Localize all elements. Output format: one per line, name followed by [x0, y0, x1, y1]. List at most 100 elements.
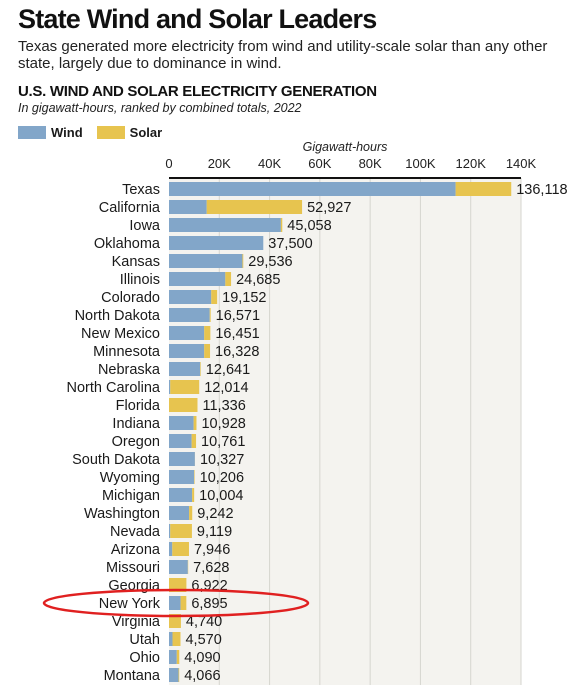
total-value-label: 16,328	[215, 344, 259, 360]
bar-solar	[194, 470, 195, 484]
bar-solar	[180, 596, 187, 610]
category-label: Utah	[129, 632, 160, 648]
total-value-label: 12,014	[204, 380, 248, 396]
bar-solar	[209, 308, 211, 322]
bar-solar	[204, 344, 211, 358]
x-tick-label: 0	[165, 156, 172, 171]
bar-wind	[169, 434, 192, 448]
total-value-label: 136,118	[516, 182, 567, 198]
bar-wind	[169, 650, 177, 664]
bar-wind	[169, 236, 264, 250]
category-label: Oregon	[112, 434, 160, 450]
category-label: Washington	[84, 506, 160, 522]
total-value-label: 45,058	[287, 218, 331, 234]
total-value-label: 12,641	[206, 362, 250, 378]
category-label: Colorado	[101, 290, 160, 306]
category-label: Ohio	[129, 650, 160, 666]
bar-solar	[225, 272, 232, 286]
bar-solar	[192, 488, 195, 502]
total-value-label: 4,090	[184, 650, 220, 666]
bar-wind	[169, 182, 456, 196]
bar-wind	[169, 380, 171, 394]
x-axis-label: Gigawatt-hours	[303, 140, 388, 154]
total-value-label: 9,119	[197, 524, 232, 540]
dek: Texas generated more electricity from wi…	[18, 38, 548, 72]
bar-wind	[169, 668, 179, 682]
category-label: North Dakota	[75, 308, 161, 324]
bar-solar	[206, 200, 303, 214]
bar-solar	[242, 254, 244, 268]
bar-solar	[169, 398, 198, 412]
bar-solar	[211, 290, 218, 304]
x-tick-label: 140K	[506, 156, 537, 171]
total-value-label: 7,628	[193, 560, 229, 576]
category-label: Nevada	[110, 524, 161, 540]
legend-swatch-solar	[96, 125, 125, 139]
bar-solar	[170, 380, 200, 394]
highlight-ellipse	[42, 588, 310, 618]
category-label: Missouri	[106, 560, 160, 576]
total-value-label: 11,336	[203, 398, 246, 414]
category-label: New York	[99, 596, 161, 612]
total-value-label: 4,570	[185, 632, 221, 648]
bar-solar	[172, 542, 189, 556]
bar-solar	[280, 218, 283, 232]
bar-solar	[176, 650, 180, 664]
bar-wind	[169, 416, 194, 430]
total-value-label: 37,500	[268, 236, 312, 252]
category-label: Texas	[122, 182, 160, 198]
bar-solar	[170, 524, 192, 538]
category-label: South Dakota	[72, 452, 161, 468]
category-label: Florida	[116, 398, 161, 414]
category-label: Arizona	[111, 542, 161, 558]
category-label: New Mexico	[81, 326, 160, 342]
category-label: Indiana	[112, 416, 161, 432]
total-value-label: 24,685	[236, 272, 280, 288]
bar-solar	[455, 182, 512, 196]
total-value-label: 52,927	[307, 200, 351, 216]
x-tick-label: 20K	[208, 156, 231, 171]
x-tick-label: 100K	[405, 156, 436, 171]
total-value-label: 7,946	[194, 542, 230, 558]
headline: State Wind and Solar Leaders	[18, 4, 377, 34]
bar-wind	[169, 344, 205, 358]
total-value-label: 19,152	[222, 290, 266, 306]
bar-solar	[178, 668, 180, 682]
category-label: Wyoming	[100, 470, 160, 486]
bar-solar	[193, 416, 197, 430]
x-tick-label: 120K	[456, 156, 487, 171]
bar-wind	[169, 470, 195, 484]
total-value-label: 16,571	[216, 308, 260, 324]
bar-wind	[169, 542, 173, 556]
bar-wind	[169, 506, 190, 520]
bar-solar	[189, 506, 193, 520]
category-label: North Carolina	[67, 380, 161, 396]
bar-wind	[169, 200, 207, 214]
category-label: Virginia	[112, 614, 161, 630]
total-value-label: 9,242	[197, 506, 233, 522]
bar-wind	[169, 560, 188, 574]
bar-wind	[169, 308, 210, 322]
bar-wind	[169, 632, 173, 646]
category-label: Michigan	[102, 488, 160, 504]
legend-swatch-wind	[18, 125, 46, 139]
bar-wind	[169, 596, 181, 610]
bar-wind	[169, 272, 226, 286]
legend-label-wind: Wind	[51, 124, 83, 140]
category-label: Oklahoma	[94, 236, 161, 252]
legend-label-solar: Solar	[129, 124, 163, 140]
bar-wind	[169, 218, 281, 232]
x-tick-label: 80K	[359, 156, 382, 171]
category-label: Montana	[104, 668, 161, 684]
total-value-label: 29,536	[248, 254, 292, 270]
total-value-label: 10,761	[201, 434, 245, 450]
bar-wind	[169, 362, 201, 376]
chart-subtitle: In gigawatt-hours, ranked by combined to…	[18, 101, 302, 115]
bar-solar	[204, 326, 211, 340]
total-value-label: 10,327	[200, 452, 244, 468]
bar-solar	[169, 578, 187, 592]
category-label: Kansas	[112, 254, 160, 270]
total-value-label: 10,928	[201, 416, 245, 432]
bar-solar	[169, 614, 181, 628]
